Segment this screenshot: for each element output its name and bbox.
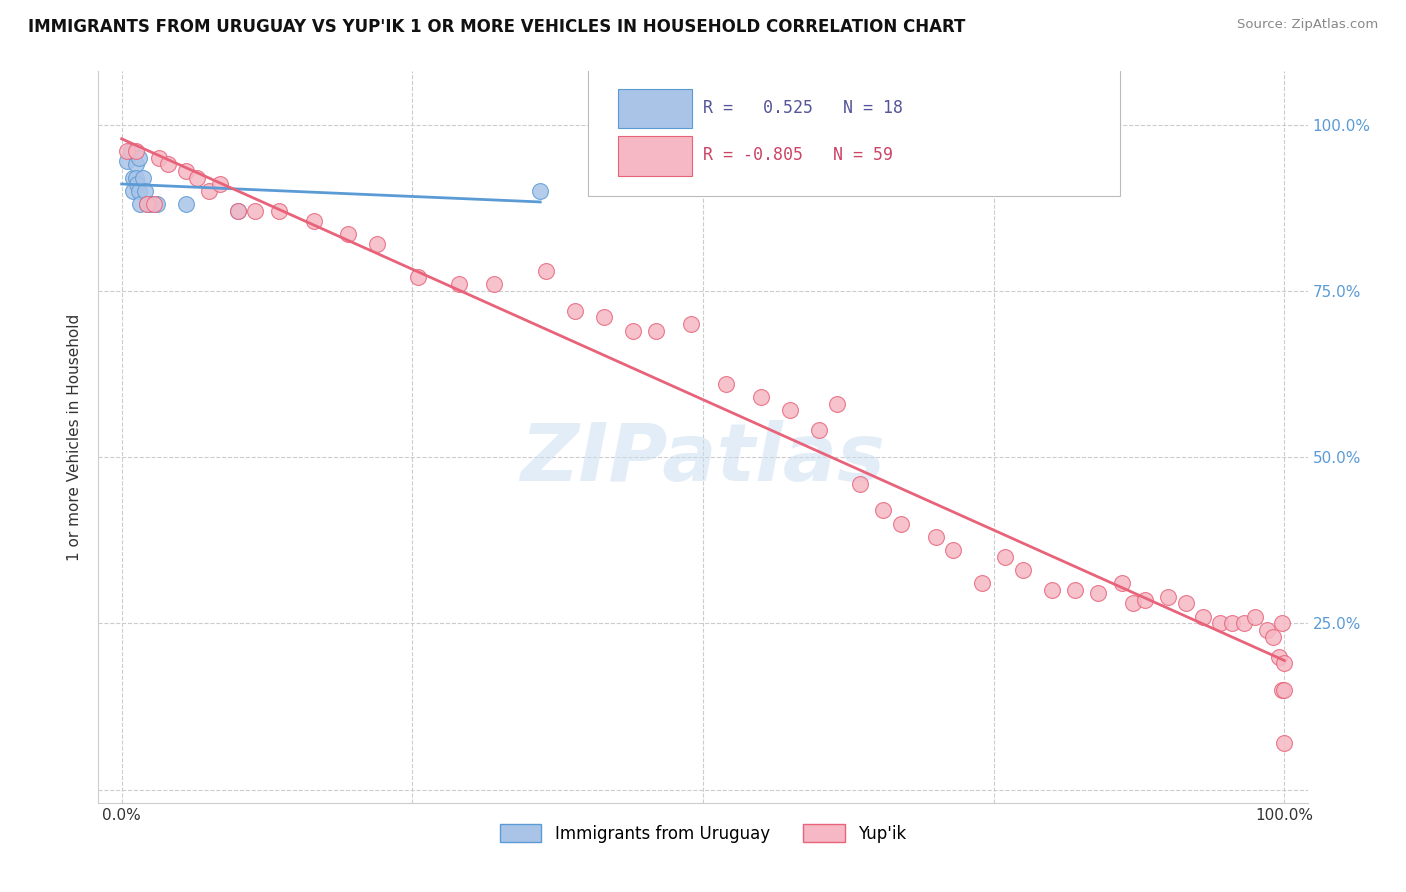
- Point: [1011, 563, 1033, 577]
- Point: [122, 184, 145, 198]
- Point: [134, 184, 156, 198]
- Point: [145, 197, 167, 211]
- Point: [267, 204, 290, 219]
- Point: [174, 197, 197, 211]
- Point: [529, 184, 551, 198]
- Text: R = -0.805   N = 59: R = -0.805 N = 59: [703, 146, 893, 164]
- Point: [890, 516, 912, 531]
- Point: [366, 237, 388, 252]
- Point: [406, 270, 429, 285]
- Point: [186, 170, 208, 185]
- Point: [1233, 616, 1256, 631]
- Point: [1122, 596, 1144, 610]
- Point: [564, 303, 586, 318]
- FancyBboxPatch shape: [619, 136, 692, 176]
- Point: [1267, 649, 1289, 664]
- Point: [970, 576, 993, 591]
- Point: [645, 324, 668, 338]
- Point: [1220, 616, 1243, 631]
- FancyBboxPatch shape: [588, 68, 1121, 195]
- Point: [1271, 682, 1294, 697]
- Point: [122, 170, 145, 185]
- Point: [131, 170, 153, 185]
- Point: [209, 178, 232, 192]
- Point: [117, 154, 139, 169]
- Point: [716, 376, 738, 391]
- Point: [1271, 616, 1294, 631]
- Point: [447, 277, 470, 292]
- Point: [1261, 630, 1284, 644]
- Legend: Immigrants from Uruguay, Yup'ik: Immigrants from Uruguay, Yup'ik: [494, 818, 912, 849]
- Point: [1272, 736, 1295, 750]
- Point: [120, 144, 142, 158]
- Point: [593, 310, 616, 325]
- Point: [1192, 609, 1215, 624]
- Point: [1209, 616, 1232, 631]
- Point: [139, 197, 162, 211]
- Point: [1133, 593, 1156, 607]
- Text: Source: ZipAtlas.com: Source: ZipAtlas.com: [1237, 18, 1378, 31]
- Point: [174, 164, 197, 178]
- Point: [849, 476, 872, 491]
- Point: [1272, 682, 1295, 697]
- Point: [621, 324, 644, 338]
- Point: [1244, 609, 1267, 624]
- Point: [198, 184, 221, 198]
- Point: [779, 403, 801, 417]
- Point: [1157, 590, 1180, 604]
- Point: [136, 197, 159, 211]
- Point: [681, 317, 703, 331]
- Point: [1087, 586, 1109, 600]
- Point: [942, 543, 965, 558]
- Point: [924, 530, 946, 544]
- Point: [129, 197, 152, 211]
- Point: [226, 204, 249, 219]
- Point: [143, 197, 166, 211]
- Point: [302, 214, 325, 228]
- Point: [1064, 582, 1087, 597]
- Point: [994, 549, 1017, 564]
- Point: [825, 397, 848, 411]
- Point: [117, 144, 139, 158]
- Text: R =   0.525   N = 18: R = 0.525 N = 18: [703, 99, 903, 117]
- Point: [482, 277, 505, 292]
- Point: [872, 503, 894, 517]
- Point: [749, 390, 772, 404]
- Point: [124, 170, 146, 185]
- FancyBboxPatch shape: [619, 89, 692, 128]
- Point: [808, 424, 831, 438]
- Y-axis label: 1 or more Vehicles in Household: 1 or more Vehicles in Household: [67, 313, 83, 561]
- Point: [226, 204, 249, 219]
- Point: [128, 151, 150, 165]
- Point: [1272, 656, 1295, 670]
- Point: [1111, 576, 1133, 591]
- Point: [245, 204, 267, 219]
- Point: [337, 227, 360, 242]
- Point: [148, 151, 170, 165]
- Point: [128, 184, 150, 198]
- Point: [1040, 582, 1063, 597]
- Point: [534, 264, 557, 278]
- Point: [124, 144, 146, 158]
- Point: [124, 157, 146, 171]
- Point: [1256, 623, 1278, 637]
- Point: [125, 178, 148, 192]
- Text: ZIPatlas: ZIPatlas: [520, 420, 886, 498]
- Point: [136, 197, 159, 211]
- Text: IMMIGRANTS FROM URUGUAY VS YUP'IK 1 OR MORE VEHICLES IN HOUSEHOLD CORRELATION CH: IMMIGRANTS FROM URUGUAY VS YUP'IK 1 OR M…: [28, 18, 966, 36]
- Point: [1174, 596, 1197, 610]
- Point: [157, 157, 180, 171]
